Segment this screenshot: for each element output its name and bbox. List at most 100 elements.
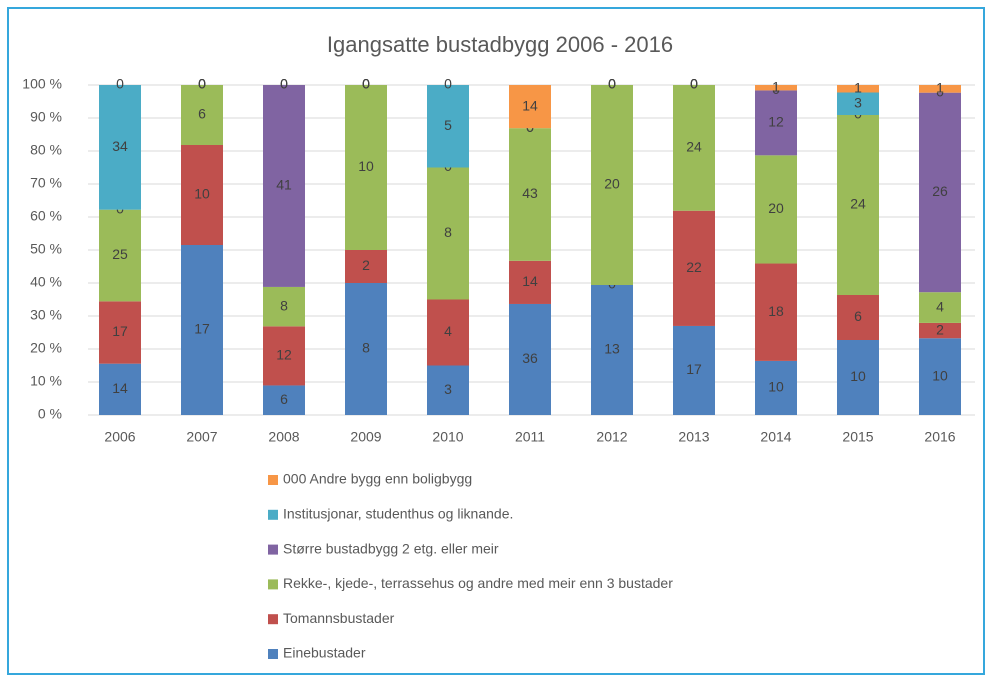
data-label: 6	[280, 391, 288, 407]
legend-label: Rekke-, kjede-, terrassehus og andre med…	[283, 575, 673, 591]
data-label: 1	[772, 78, 780, 94]
data-label: 25	[112, 246, 128, 262]
data-label: 12	[768, 114, 784, 130]
data-label: 14	[522, 97, 538, 113]
legend-label: Større bustadbygg 2 etg. eller meir	[283, 540, 499, 556]
bar-segment	[509, 128, 551, 261]
y-tick-label: 10 %	[30, 373, 62, 389]
data-label: 10	[768, 379, 784, 395]
x-tick-label: 2006	[104, 429, 135, 445]
data-label: 14	[112, 380, 128, 396]
bar-segment	[919, 292, 961, 323]
data-label: 0	[280, 76, 288, 92]
y-tick-label: 70 %	[30, 175, 62, 191]
bar-segment	[427, 299, 469, 366]
bar-segment	[837, 115, 879, 295]
legend-label: Einebustader	[283, 645, 366, 661]
data-label: 13	[604, 341, 620, 357]
bar-segment	[99, 301, 141, 364]
x-tick-label: 2014	[760, 429, 791, 445]
bar-segment	[181, 145, 223, 245]
data-label: 0	[608, 76, 616, 92]
bar-segment	[509, 303, 551, 415]
y-tick-label: 60 %	[30, 208, 62, 224]
data-label: 0	[362, 76, 370, 92]
y-tick-label: 100 %	[22, 76, 62, 92]
bar-segment	[263, 326, 305, 386]
bar-segment	[837, 92, 879, 115]
legend-label: Tomannsbustader	[283, 610, 395, 626]
legend-swatch	[268, 579, 278, 590]
data-label: 2	[936, 321, 944, 337]
bar-segment	[673, 210, 715, 326]
bar-segment	[345, 250, 387, 283]
bar-segment	[263, 385, 305, 415]
x-tick-label: 2008	[268, 429, 299, 445]
y-tick-label: 80 %	[30, 142, 62, 158]
data-label: 0	[690, 76, 698, 92]
bar-segment	[755, 90, 797, 156]
bar-segment	[99, 363, 141, 415]
legend-swatch	[268, 544, 278, 555]
bar-segment	[919, 322, 961, 339]
x-tick-label: 2009	[350, 429, 381, 445]
data-label: 0	[198, 76, 206, 92]
bar-segment	[673, 85, 715, 211]
bar-segment	[919, 92, 961, 293]
data-label: 3	[444, 381, 452, 397]
data-label: 1	[854, 79, 862, 95]
bar-segment	[345, 283, 387, 415]
data-label: 26	[932, 183, 948, 199]
data-label: 20	[604, 176, 620, 192]
bar-segment	[591, 85, 633, 285]
data-label: 0	[362, 76, 370, 92]
data-label: 18	[768, 303, 784, 319]
x-tick-label: 2011	[515, 429, 545, 445]
legend-swatch	[268, 614, 278, 625]
data-label: 1	[936, 80, 944, 96]
data-label: 43	[522, 185, 538, 201]
y-tick-label: 90 %	[30, 109, 62, 125]
data-label: 17	[194, 321, 210, 337]
x-tick-label: 2012	[596, 429, 627, 445]
bar-segment	[755, 155, 797, 264]
y-tick-label: 30 %	[30, 307, 62, 323]
x-tick-label: 2016	[924, 429, 955, 445]
data-label: 4	[936, 298, 944, 314]
bar-segment	[591, 285, 633, 415]
data-label: 17	[686, 361, 702, 377]
bar-segment	[427, 365, 469, 415]
data-label: 0	[362, 76, 370, 92]
data-label: 10	[358, 158, 374, 174]
bar-segment	[755, 263, 797, 361]
data-label: 20	[768, 200, 784, 216]
bar-segment	[99, 209, 141, 302]
bar-segment	[181, 85, 223, 145]
data-label: 4	[444, 323, 452, 339]
data-label: 3	[854, 94, 862, 110]
data-label: 2	[362, 257, 370, 273]
y-tick-label: 20 %	[30, 340, 62, 356]
data-label: 0	[690, 76, 698, 92]
data-label: 14	[522, 273, 538, 289]
data-label: 0	[198, 76, 206, 92]
bar-segment	[345, 85, 387, 250]
legend-swatch	[268, 509, 278, 520]
data-label: 0	[608, 76, 616, 92]
data-label: 8	[280, 297, 288, 313]
data-label: 10	[932, 367, 948, 383]
bar-segment	[837, 340, 879, 415]
chart-title: Igangsatte bustadbygg 2006 - 2016	[327, 32, 673, 57]
x-tick-label: 2007	[186, 429, 217, 445]
data-label: 10	[850, 368, 866, 384]
data-label: 41	[276, 177, 292, 193]
data-label: 5	[444, 117, 452, 133]
y-tick-label: 50 %	[30, 241, 62, 257]
bar-segment	[755, 360, 797, 415]
data-label: 0	[444, 76, 452, 92]
legend-swatch	[268, 649, 278, 659]
data-label: 24	[850, 196, 866, 212]
bar-segment	[263, 85, 305, 287]
data-label: 36	[522, 350, 538, 366]
